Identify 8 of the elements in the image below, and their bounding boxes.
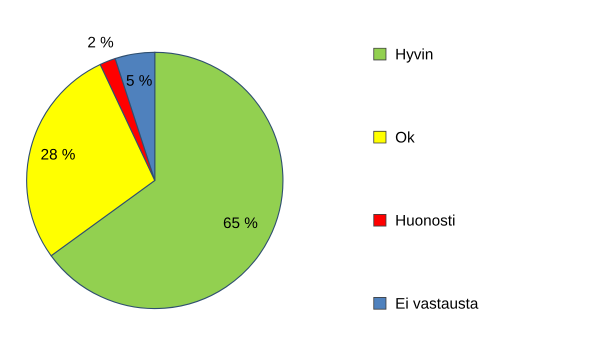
data-label: 5 % [126, 75, 152, 86]
data-label: 65 % [224, 217, 258, 228]
legend-label: Hyvin [396, 48, 432, 63]
data-label: 28 % [41, 148, 75, 160]
legend-label: Ok [396, 131, 415, 143]
legend-label: Ei vastausta [396, 298, 478, 309]
data-label: 2 % [88, 36, 114, 48]
legend-label: Huonosti [396, 214, 454, 226]
